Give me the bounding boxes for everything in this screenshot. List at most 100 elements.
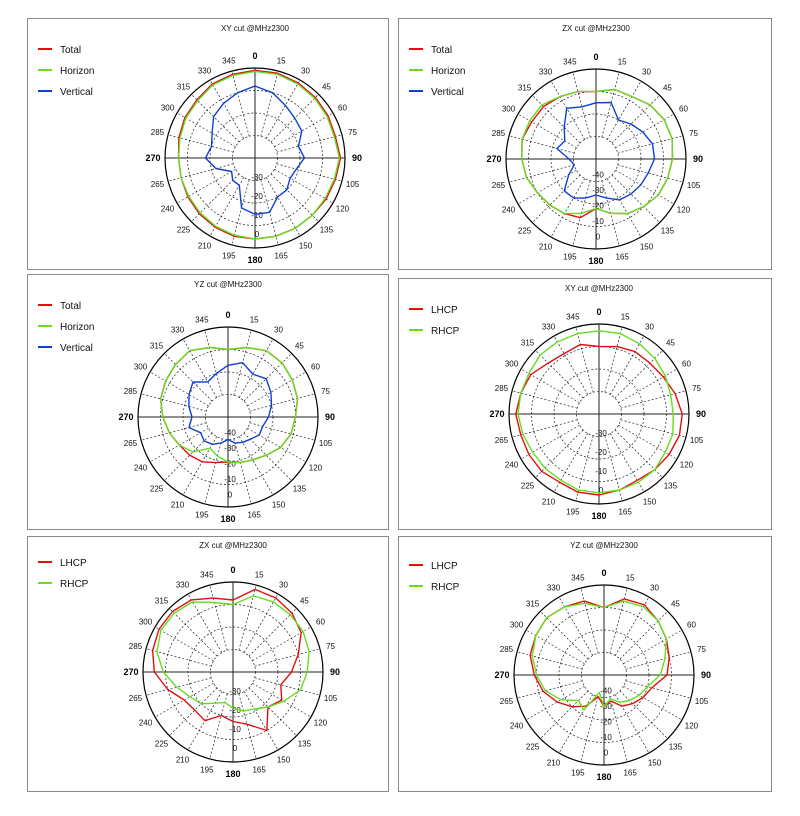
grid-spoke — [580, 587, 599, 654]
grid-spoke — [625, 651, 692, 670]
radial-tick-label: -20 — [224, 460, 236, 469]
angle-tick-label: 30 — [301, 67, 310, 76]
angle-tick-label: 345 — [563, 57, 577, 66]
grid-spoke — [238, 584, 257, 651]
angle-tick-label: 180 — [596, 772, 611, 782]
polar-chart-svg: XY cut @MHz2300 0 15 30 45 60 75 90 105 120 135 150… — [38, 24, 362, 265]
angle-tick-label: 0 — [230, 565, 235, 575]
legend-label: Horizon — [60, 322, 94, 333]
grid-spoke — [508, 135, 575, 154]
angle-tick-label: 270 — [486, 154, 501, 164]
angle-tick-label: 120 — [677, 206, 691, 215]
grid-spoke — [540, 690, 589, 739]
grid-spoke — [517, 113, 577, 149]
angle-tick-label: 210 — [171, 500, 185, 509]
angle-tick-label: 105 — [324, 694, 338, 703]
grid-spoke — [260, 70, 279, 137]
chart-title: ZX cut @MHz2300 — [562, 24, 630, 33]
grid-spoke — [508, 164, 575, 183]
grid-spoke — [145, 648, 212, 667]
grid-spoke — [604, 326, 623, 393]
grid-spoke — [623, 685, 683, 721]
grid-spoke — [274, 112, 334, 148]
grid-spoke — [233, 438, 252, 505]
grid-spoke — [550, 80, 586, 140]
radial-tick-label: -20 — [251, 192, 263, 201]
angle-tick-label: 210 — [542, 497, 556, 506]
angle-tick-label: 135 — [293, 484, 307, 493]
angle-tick-label: 15 — [250, 315, 259, 324]
grid-spoke — [614, 429, 663, 478]
angle-tick-label: 265 — [492, 181, 506, 190]
angle-tick-label: 0 — [601, 568, 606, 578]
grid-spoke — [231, 70, 250, 137]
grid-spoke — [209, 79, 245, 139]
xy-cut-polar-chart-a: XY cut @MHz2300 0 15 30 45 60 75 90 105 120 135 150… — [27, 18, 389, 270]
angle-tick-label: 105 — [690, 436, 704, 445]
grid-spoke — [276, 134, 343, 153]
angle-tick-label: 270 — [123, 667, 138, 677]
angle-tick-label: 300 — [510, 621, 524, 630]
legend-label: Vertical — [60, 343, 93, 354]
angle-tick-label: 195 — [222, 252, 236, 261]
angle-tick-label: 210 — [198, 241, 212, 250]
angle-tick-label: 300 — [161, 104, 175, 113]
grid-spoke — [516, 680, 583, 699]
grid-spoke — [265, 177, 301, 237]
grid-spoke — [247, 371, 307, 407]
chart-title: XY cut @MHz2300 — [565, 284, 634, 293]
angle-tick-label: 45 — [666, 339, 675, 348]
radial-tick-label: -10 — [229, 725, 241, 734]
grid-spoke — [535, 429, 584, 478]
radial-tick-label: 0 — [233, 744, 238, 753]
angle-tick-label: 30 — [274, 326, 283, 335]
angle-tick-label: 345 — [222, 56, 236, 65]
angle-tick-label: 165 — [623, 769, 637, 778]
angle-tick-label: 15 — [626, 573, 635, 582]
grid-spoke — [618, 368, 678, 404]
angle-tick-label: 265 — [124, 439, 138, 448]
angle-tick-label: 300 — [505, 360, 519, 369]
angle-tick-label: 45 — [663, 84, 672, 93]
grid-spoke — [532, 95, 581, 144]
angle-tick-label: 345 — [195, 315, 209, 324]
angle-tick-label: 240 — [502, 206, 516, 215]
radial-tick-label: -30 — [595, 429, 607, 438]
angle-tick-label: 330 — [542, 323, 556, 332]
series-line-horizon — [521, 88, 674, 215]
grid-spoke — [182, 338, 218, 398]
legend-label: LHCP — [431, 305, 458, 316]
polar-chart-svg: ZX cut @MHz2300 0 15 30 45 60 75 90 105 120 135 150… — [409, 24, 703, 266]
angle-tick-label: 300 — [502, 105, 516, 114]
grid-spoke — [176, 112, 236, 148]
grid-spoke — [614, 694, 650, 754]
angle-tick-label: 150 — [299, 241, 313, 250]
angle-tick-label: 270 — [494, 670, 509, 680]
angle-tick-label: 135 — [669, 742, 683, 751]
angle-tick-label: 60 — [679, 105, 688, 114]
angle-tick-label: 45 — [322, 83, 331, 92]
polar-chart-svg: ZX cut @MHz2300 0 15 30 45 60 75 90 105 120 135 150… — [38, 541, 340, 779]
radial-tick-label: -10 — [224, 475, 236, 484]
radial-tick-label: -20 — [229, 706, 241, 715]
grid-spoke — [619, 611, 668, 660]
angle-tick-label: 315 — [150, 342, 164, 351]
series-line-vertical — [188, 361, 273, 446]
grid-spoke — [619, 690, 668, 739]
grid-spoke — [243, 353, 292, 402]
angle-tick-label: 150 — [640, 242, 654, 251]
radial-tick-label: -30 — [224, 444, 236, 453]
grid-spoke — [615, 169, 675, 205]
angle-tick-label: 225 — [177, 225, 191, 234]
radial-tick-label: -40 — [224, 429, 236, 438]
legend-label: LHCP — [431, 561, 458, 572]
angle-tick-label: 60 — [338, 104, 347, 113]
angle-tick-label: 270 — [489, 409, 504, 419]
series-line-rhcp — [156, 595, 310, 712]
grid-spoke — [187, 593, 223, 653]
angle-tick-label: 265 — [129, 694, 143, 703]
angle-tick-label: 285 — [500, 645, 514, 654]
legend-label: RHCP — [431, 582, 460, 593]
angle-tick-label: 90 — [696, 409, 706, 419]
grid-spoke — [618, 424, 678, 460]
